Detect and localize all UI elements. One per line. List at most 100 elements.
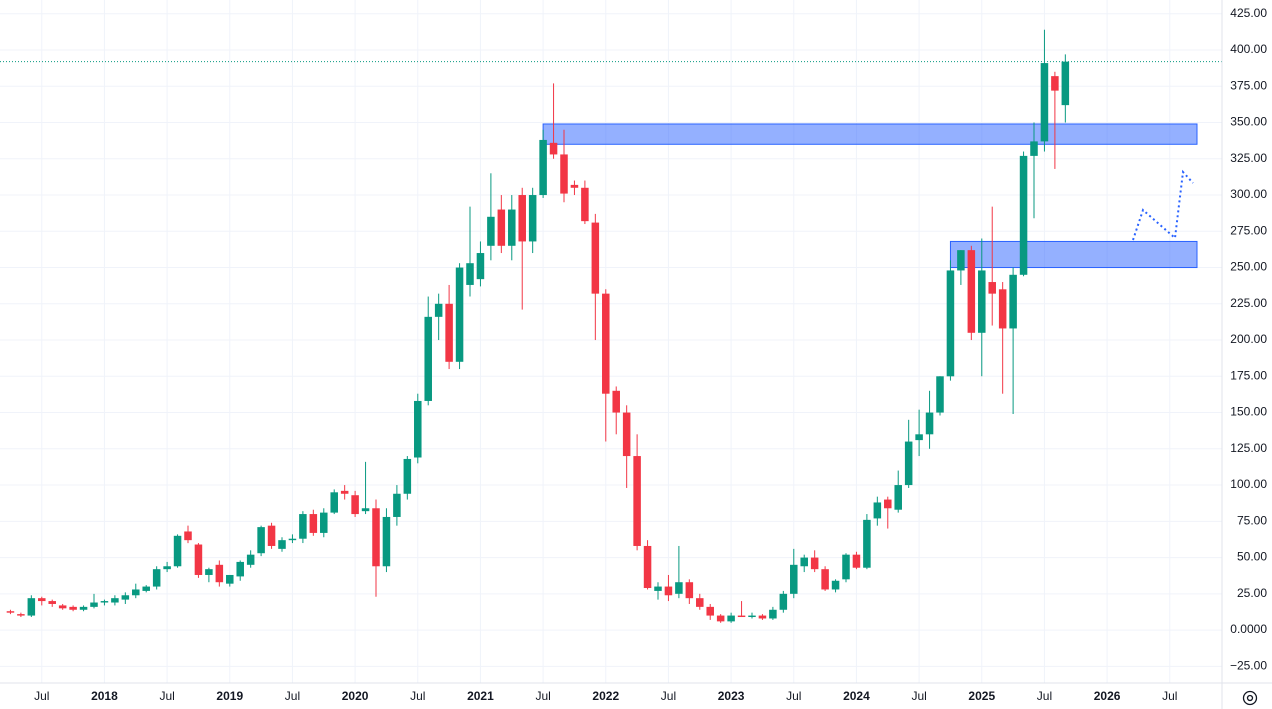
y-tick-label: 425.00 <box>1230 6 1267 20</box>
candle-body <box>863 519 871 568</box>
candle-body <box>1009 274 1017 329</box>
candle-body <box>194 544 203 575</box>
x-tick-label: Jul <box>285 689 300 703</box>
x-tick-label: 2018 <box>91 689 118 703</box>
candle-body <box>633 456 641 546</box>
candle-body <box>716 615 725 622</box>
candle-body <box>737 615 746 618</box>
candle-body <box>591 222 600 294</box>
y-tick-label: 175.00 <box>1230 368 1267 382</box>
candle-body <box>309 514 318 533</box>
candle-body <box>361 508 370 512</box>
candle-body <box>278 540 286 549</box>
x-tick-label: 2021 <box>467 689 494 703</box>
y-tick-label: 75.00 <box>1237 513 1267 527</box>
candle-body <box>445 303 453 362</box>
candle-body <box>654 586 662 591</box>
candle-body <box>758 615 767 619</box>
candle-body <box>58 605 67 609</box>
candle-body <box>1061 61 1070 106</box>
candle-body <box>904 441 913 486</box>
candle-body <box>1030 141 1038 156</box>
candle-body <box>17 614 25 616</box>
candle-body <box>549 142 558 155</box>
candle-body <box>382 516 391 567</box>
candle-body <box>581 187 589 222</box>
candle-body <box>330 492 338 513</box>
y-tick-label: −25.00 <box>1230 658 1267 672</box>
candle-body <box>466 263 474 285</box>
y-tick-label: 375.00 <box>1230 78 1267 92</box>
y-tick-label: 150.00 <box>1230 405 1267 419</box>
candle-body <box>38 598 46 602</box>
candle-body <box>497 209 506 246</box>
candle-body <box>121 595 130 600</box>
candle-body <box>299 514 307 539</box>
y-tick-label: 200.00 <box>1230 332 1267 346</box>
candle-body <box>403 458 412 494</box>
candle-body <box>779 593 788 610</box>
candle-body <box>152 569 161 587</box>
candle-body <box>706 606 714 616</box>
y-tick-label: 300.00 <box>1230 187 1267 201</box>
candle-body <box>236 561 244 577</box>
candle-body <box>69 606 77 610</box>
x-tick-label: Jul <box>1162 689 1177 703</box>
candle-body <box>340 490 349 494</box>
candle-body <box>6 611 15 613</box>
x-tick-label: 2024 <box>843 689 870 703</box>
candle-body <box>288 538 297 541</box>
candle-body <box>675 582 683 594</box>
candle-body <box>664 586 673 596</box>
y-tick-label: 25.00 <box>1237 586 1267 600</box>
x-tick-label: Jul <box>786 689 801 703</box>
candle-body <box>320 512 328 533</box>
candle-body <box>570 184 579 188</box>
candle-body <box>163 566 171 570</box>
candle-body <box>696 598 704 607</box>
candle-body <box>267 525 276 546</box>
candle-body <box>925 412 934 435</box>
candle-body <box>132 589 140 596</box>
candle-body <box>988 282 996 294</box>
x-tick-label: 2020 <box>342 689 369 703</box>
candle-body <box>215 564 224 583</box>
candle-body <box>602 293 610 394</box>
candle-body <box>90 602 98 607</box>
candle-body <box>560 154 568 194</box>
candle-body <box>508 209 516 246</box>
candle-body <box>173 535 182 567</box>
settings-icon[interactable] <box>1242 690 1258 706</box>
candle-body <box>414 400 422 458</box>
candle-body <box>79 606 88 610</box>
candle-body <box>612 390 620 413</box>
zone <box>542 123 1198 145</box>
candle-body <box>748 615 756 618</box>
x-tick-label: 2026 <box>1094 689 1121 703</box>
candle-body <box>142 586 150 591</box>
candle-body <box>424 316 432 401</box>
candle-body <box>790 564 798 594</box>
projection-path <box>1132 169 1194 241</box>
candle-body <box>821 569 829 590</box>
y-tick-label: 250.00 <box>1230 260 1267 274</box>
candle-body <box>1019 155 1028 275</box>
candle-body <box>372 508 380 567</box>
candle-body <box>100 601 109 603</box>
candle-body <box>978 270 986 333</box>
x-tick-label: Jul <box>159 689 174 703</box>
candle-body <box>226 574 234 584</box>
x-tick-label: Jul <box>911 689 926 703</box>
candle-body <box>946 270 955 377</box>
candle-body <box>936 376 944 413</box>
y-tick-label: 275.00 <box>1230 223 1267 237</box>
candle-body <box>852 554 861 568</box>
candle-body <box>528 195 537 242</box>
candle-body <box>894 485 902 510</box>
candle-body <box>257 527 265 554</box>
candle-body <box>685 582 694 599</box>
candle-body <box>957 250 965 271</box>
candle-body <box>518 195 526 242</box>
x-tick-label: 2022 <box>592 689 619 703</box>
